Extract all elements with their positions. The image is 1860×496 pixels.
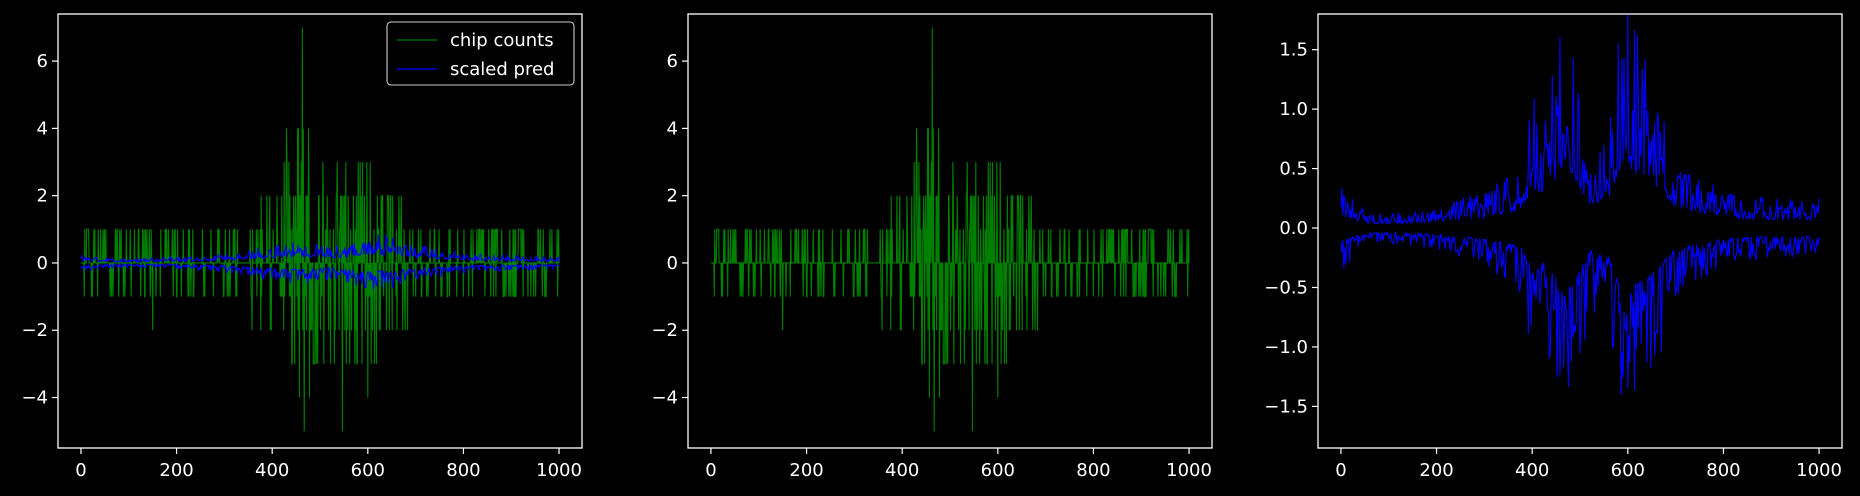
y-tick-label: 2 — [667, 186, 678, 207]
series-line-counts — [710, 27, 1190, 432]
x-tick-label: 0 — [1335, 460, 1346, 481]
series-line-pred-lower — [1340, 230, 1820, 395]
y-tick-label: 0 — [667, 253, 678, 274]
axes-frame — [687, 13, 1213, 449]
x-tick-label: 200 — [789, 460, 823, 481]
x-tick-label: 800 — [1706, 460, 1740, 481]
y-tick-label: 4 — [37, 118, 48, 139]
y-tick-label: 6 — [667, 51, 678, 72]
x-tick-label: 200 — [159, 460, 193, 481]
x-tick-label: 1000 — [1166, 460, 1212, 481]
x-tick-label: 1000 — [536, 460, 582, 481]
y-tick-label: −2 — [651, 320, 678, 341]
y-tick-label: −2 — [21, 320, 48, 341]
y-tick-label: 6 — [37, 51, 48, 72]
x-tick-label: 800 — [1076, 460, 1110, 481]
series-line-chip-counts — [80, 27, 560, 432]
x-tick-label: 0 — [75, 460, 86, 481]
y-tick-label: 0.5 — [1279, 159, 1308, 180]
series-line-scaled-pred-lower — [80, 262, 560, 290]
y-tick-label: 0.0 — [1279, 218, 1308, 239]
series-line-scaled-pred-upper — [80, 233, 560, 264]
panel-left: 0 200 400 600 800 1000 −4 −2 0 2 4 6 chip counts scal… — [21, 13, 583, 481]
y-tick-label: −1.5 — [1264, 396, 1308, 417]
legend: chip counts scaled pred — [386, 21, 575, 86]
x-tick-label: 400 — [255, 460, 289, 481]
y-tick-label: 0 — [37, 253, 48, 274]
x-tick-label: 800 — [446, 460, 480, 481]
plot-area — [80, 27, 560, 432]
x-tick-label: 600 — [1611, 460, 1645, 481]
x-tick-label: 0 — [705, 460, 716, 481]
plot-area — [1340, 14, 1820, 395]
x-tick-label: 600 — [351, 460, 385, 481]
y-tick-label: −0.5 — [1264, 277, 1308, 298]
legend-label: scaled pred — [450, 59, 554, 80]
x-tick-label: 1000 — [1796, 460, 1842, 481]
y-tick-label: 4 — [667, 118, 678, 139]
y-tick-label: −1.0 — [1264, 337, 1308, 358]
y-tick-label: −4 — [21, 388, 48, 409]
legend-label: chip counts — [450, 30, 554, 51]
panel-right: 0 200 400 600 800 1000 −1.5 −1.0 −0.5 0.0 0.5 1.0 1.… — [1264, 13, 1843, 481]
x-tick-label: 200 — [1419, 460, 1453, 481]
panel-middle: 0 200 400 600 800 1000 −4 −2 0 2 4 6 — [651, 13, 1213, 481]
y-tick-label: 1.0 — [1279, 99, 1308, 120]
y-tick-label: −4 — [651, 388, 678, 409]
x-tick-label: 400 — [1515, 460, 1549, 481]
axes-frame — [57, 13, 583, 449]
y-tick-label: 1.5 — [1279, 40, 1308, 61]
axes-frame — [1317, 13, 1843, 449]
x-tick-label: 400 — [885, 460, 919, 481]
y-tick-label: 2 — [37, 186, 48, 207]
plot-area — [710, 27, 1190, 432]
x-tick-label: 600 — [981, 460, 1015, 481]
series-line-pred-upper — [1340, 14, 1820, 226]
